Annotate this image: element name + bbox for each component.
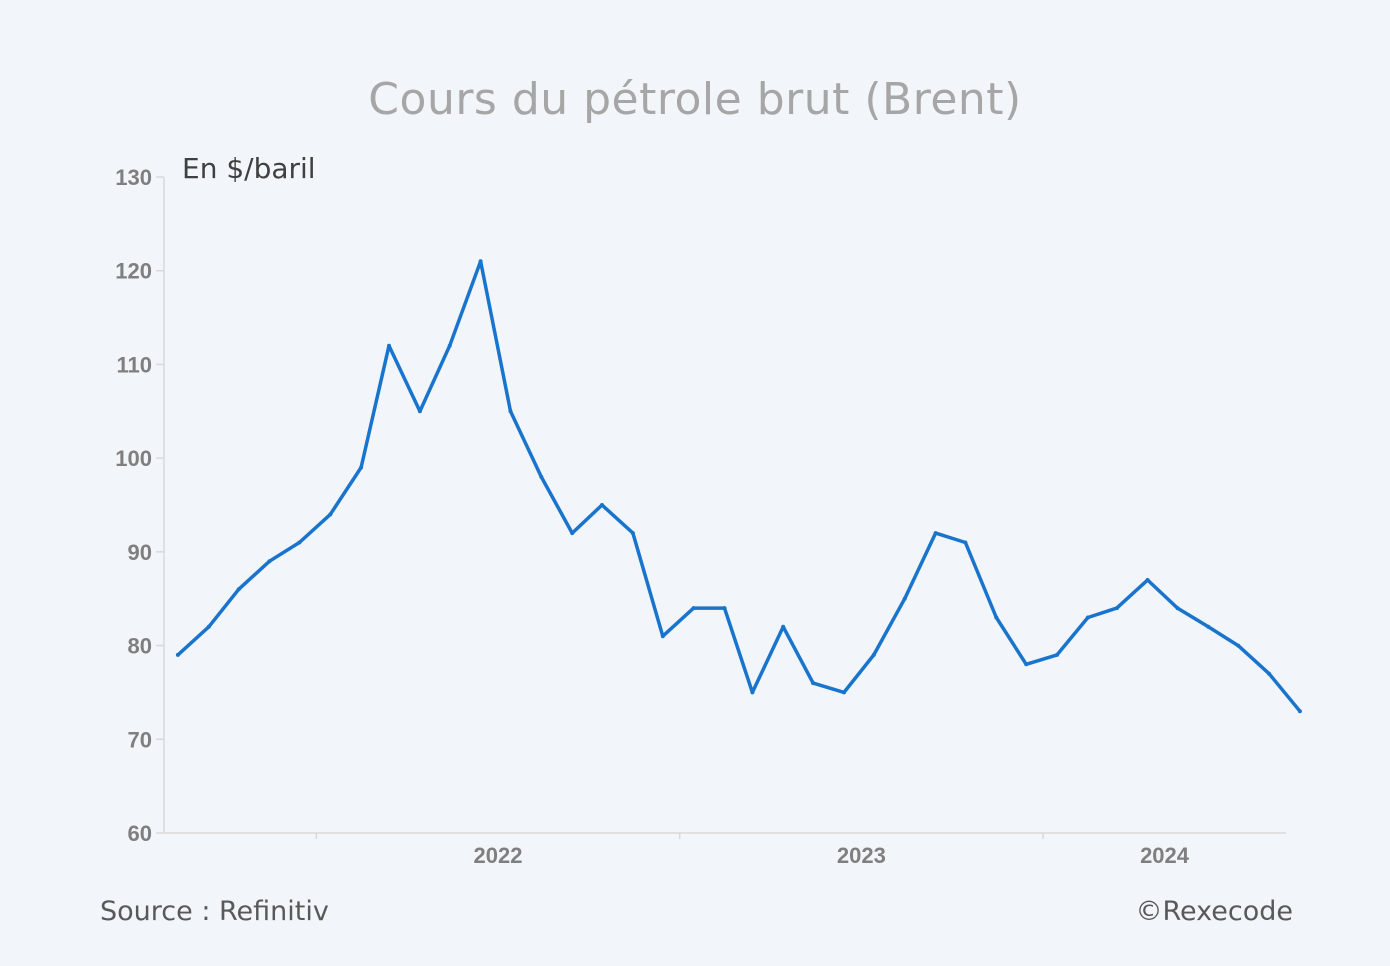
data-point: [297, 540, 302, 545]
y-tick-label: 120: [115, 259, 152, 284]
y-axis-label: En $/baril: [182, 152, 316, 185]
y-tick-label: 80: [128, 634, 152, 659]
data-point: [1236, 643, 1241, 648]
data-point: [1267, 671, 1272, 676]
chart-title: Cours du pétrole brut (Brent): [368, 74, 1022, 125]
data-point: [417, 409, 422, 414]
data-point: [570, 531, 575, 536]
data-point: [600, 503, 604, 507]
data-point: [387, 343, 391, 348]
data-point: [1085, 615, 1090, 620]
data-point: [539, 474, 544, 479]
data-point: [1145, 578, 1150, 582]
brent-series-line: [176, 259, 1302, 713]
copyright-note: ©Rexecode: [1135, 896, 1293, 927]
y-tick-label: 70: [128, 727, 152, 752]
data-point: [933, 531, 938, 536]
data-point: [1024, 662, 1029, 667]
data-point: [1055, 652, 1059, 657]
data-point: [963, 540, 968, 545]
y-tick-label: 90: [128, 540, 152, 565]
x-tick-label: 2022: [474, 843, 523, 868]
data-point: [660, 634, 665, 639]
data-point: [722, 606, 727, 611]
data-point: [1206, 624, 1211, 629]
data-point: [1114, 606, 1119, 611]
data-point: [447, 343, 452, 348]
data-point: [630, 531, 635, 536]
y-tick-label: 110: [117, 352, 153, 377]
data-point: [328, 512, 333, 517]
x-tick-label: 2024: [1140, 843, 1190, 868]
data-point: [842, 690, 846, 695]
y-tick-label: 100: [115, 446, 152, 471]
source-note: Source : Refinitiv: [100, 896, 329, 927]
data-point: [781, 624, 786, 629]
data-point: [750, 690, 755, 695]
data-point: [1297, 709, 1302, 714]
data-point: [206, 624, 211, 629]
series-layer: [175, 259, 1302, 714]
data-point: [691, 606, 696, 611]
data-point: [1175, 606, 1180, 611]
data-point: [267, 559, 272, 564]
data-point: [236, 587, 241, 592]
y-tick-label: 130: [115, 165, 152, 190]
data-point: [478, 259, 483, 264]
axes: [156, 176, 1286, 839]
data-point: [359, 465, 364, 470]
data-point: [871, 652, 876, 657]
data-point: [902, 596, 907, 601]
tick-labels: 60 70 80 90 100 110 120 130 2022 2023 2024: [115, 165, 1189, 868]
data-point: [811, 681, 816, 686]
data-point: [508, 409, 513, 414]
data-point: [175, 652, 180, 657]
data-point: [994, 615, 999, 620]
x-tick-label: 2023: [837, 843, 886, 868]
y-tick-label: 60: [128, 821, 152, 846]
